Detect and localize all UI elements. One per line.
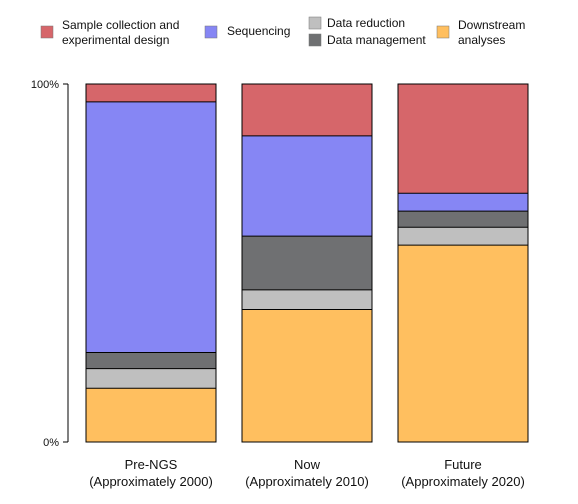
bar-segment (86, 84, 216, 102)
category-sublabel: (Approximately 2010) (245, 474, 369, 489)
category-sublabel: (Approximately 2000) (89, 474, 213, 489)
bar-segment (242, 309, 372, 442)
bar-segment (398, 227, 528, 246)
legend-swatch (40, 25, 54, 39)
legend-label: Downstream analyses (458, 18, 525, 47)
y-axis: 0% 100% (31, 79, 69, 449)
legend-entry: Downstream analyses (436, 18, 525, 47)
bar-segment (398, 245, 528, 442)
bar-stack (85, 83, 217, 443)
y-tick-label: 100% (31, 79, 59, 91)
bar-outline (241, 83, 373, 443)
legend-entry: Sample collection and experimental design (40, 18, 179, 47)
bar-stack (397, 83, 529, 443)
bar-segment (242, 236, 372, 290)
legend-entry: Data reduction (308, 16, 405, 30)
bar-outline (397, 83, 529, 443)
x-axis-labels: Pre-NGS (Approximately 2000) Now (Approxima… (89, 457, 525, 489)
bar-segment (242, 84, 372, 136)
bar-segment (86, 101, 216, 353)
bar-segment (398, 193, 528, 212)
legend-swatch (308, 16, 322, 30)
legend-swatch (308, 33, 322, 47)
legend-swatch (204, 25, 218, 39)
category-sublabel: (Approximately 2020) (401, 474, 525, 489)
legend-entry: Sequencing (204, 24, 290, 39)
bar-segment (86, 388, 216, 442)
legend: Sample collection and experimental design… (40, 16, 525, 47)
legend-label: Data management (327, 33, 426, 47)
legend-swatch (436, 25, 450, 39)
bar-segment (86, 368, 216, 389)
legend-label: Sample collection and experimental design (62, 18, 179, 47)
bar-segment (242, 135, 372, 237)
category-label: Future (444, 457, 482, 472)
legend-entry: Data management (308, 33, 426, 47)
bars (85, 83, 529, 443)
bar-segment (242, 289, 372, 310)
category-label: Now (294, 457, 321, 472)
bar-segment (398, 211, 528, 228)
bar-segment (86, 352, 216, 369)
y-tick-label: 0% (43, 437, 59, 449)
bar-outline (85, 83, 217, 443)
legend-label: Data reduction (327, 16, 405, 30)
bar-stack (241, 83, 373, 443)
legend-label: Sequencing (227, 24, 290, 38)
category-label: Pre-NGS (125, 457, 178, 472)
bar-segment (398, 84, 528, 194)
